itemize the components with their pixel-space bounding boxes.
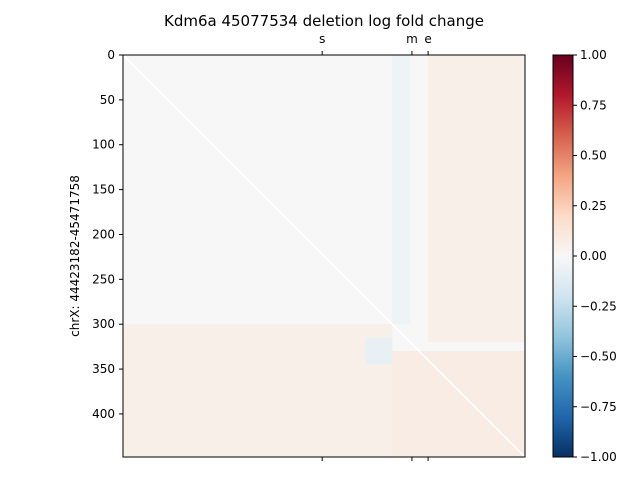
colorbar-tick-label: −0.25 — [580, 299, 617, 313]
colorbar-tick-label: −0.50 — [580, 350, 617, 364]
y-tick-label: 200 — [92, 227, 115, 241]
diagonal-line — [123, 55, 525, 457]
colorbar-tick-label: 0.25 — [580, 199, 607, 213]
y-tick-label: 50 — [100, 93, 115, 107]
heatmap-cell — [123, 324, 393, 457]
colorbar-tick-label: 1.00 — [580, 48, 607, 62]
heatmap-cell — [365, 337, 393, 365]
heatmap-plot-area — [123, 55, 525, 457]
y-axis-label: chrX: 44423182-45471758 — [68, 175, 82, 337]
y-tick-label: 300 — [92, 317, 115, 331]
colorbar-tick-label: 0.00 — [580, 249, 607, 263]
colorbar-tick-label: 0.50 — [580, 149, 607, 163]
plot-frame — [122, 54, 526, 458]
colorbar-tick-label: −0.75 — [580, 400, 617, 414]
heatmap-cell — [392, 351, 525, 457]
heatmap-cell — [428, 55, 525, 343]
y-tick-label: 350 — [92, 362, 115, 376]
colorbar-tick-label: 0.75 — [580, 98, 607, 112]
axes: 0 50 100 150 200 250 300 350 400 s m e — [92, 32, 432, 461]
colorbar-tick-label: −1.00 — [580, 450, 617, 464]
colorbar: 1.00 0.75 0.50 0.25 0.00 −0.25 −0.50 −0.75 −1.00 — [552, 48, 617, 464]
top-marker-label: s — [319, 32, 325, 46]
y-tick-label: 400 — [92, 407, 115, 421]
chart-title: Kdm6a 45077534 deletion log fold change — [164, 12, 484, 30]
top-marker-label: e — [424, 32, 431, 46]
y-tick-label: 100 — [92, 138, 115, 152]
y-tick-label: 0 — [107, 48, 115, 62]
y-tick-label: 250 — [92, 272, 115, 286]
y-tick-label: 150 — [92, 183, 115, 197]
top-marker-label: m — [406, 32, 418, 46]
colorbar-gradient — [552, 54, 574, 458]
heatmap-cell — [392, 55, 411, 325]
